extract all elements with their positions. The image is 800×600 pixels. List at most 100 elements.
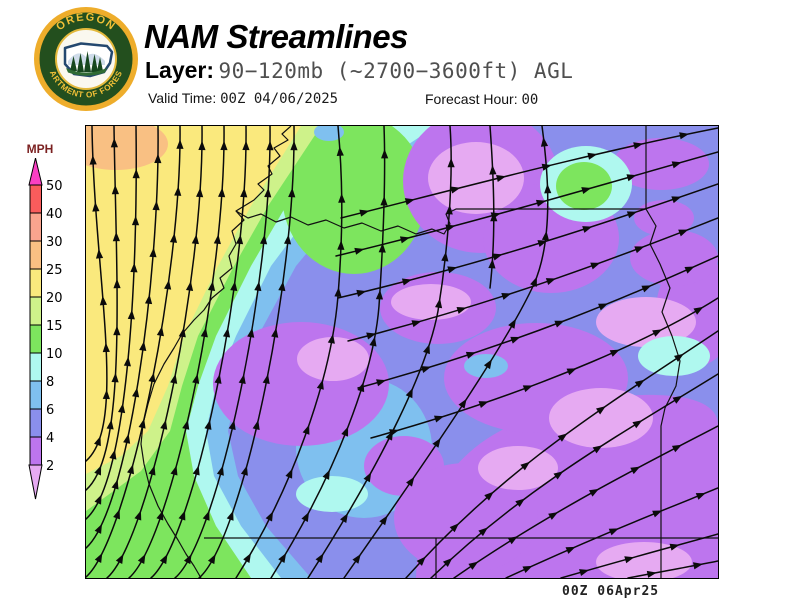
flow-arrowhead (337, 240, 345, 250)
flow-arrowhead (478, 401, 489, 408)
flow-arrowhead (595, 406, 606, 415)
flow-arrowhead (106, 419, 114, 430)
flow-arrowhead (115, 553, 124, 564)
forecast-hour-line: Forecast Hour: 00 (425, 91, 538, 108)
flow-arrowhead (178, 510, 186, 521)
flow-arrowhead (336, 146, 344, 157)
flow-arrowhead (247, 327, 255, 338)
flow-arrowhead (283, 234, 292, 245)
flow-arrowhead (672, 395, 683, 404)
flow-arrowhead (134, 510, 142, 521)
flow-arrowhead (456, 306, 467, 314)
flow-arrowhead (148, 465, 156, 476)
coastline (140, 126, 292, 578)
flow-arrowhead (379, 515, 388, 526)
flow-arrowhead (137, 553, 146, 564)
flow-arrowhead (138, 418, 146, 429)
flow-arrowhead (458, 398, 467, 409)
flow-arrowhead (222, 327, 231, 338)
flow-arrowhead (198, 140, 206, 151)
flow-arrowhead (468, 561, 479, 570)
flow-arrowhead (671, 444, 682, 453)
flow-arrowhead (204, 419, 212, 430)
flow-arrowhead (200, 327, 208, 338)
flow-arrowhead (262, 374, 270, 385)
flow-arrowhead (113, 325, 121, 336)
flow-arrowhead (630, 466, 641, 475)
flow-arrowhead (113, 509, 120, 520)
flow-arrowhead (207, 281, 216, 291)
flow-arrowhead (159, 554, 168, 565)
flow-arrowhead (278, 553, 287, 563)
flow-arrowhead (359, 209, 370, 217)
flow-arrowhead (160, 419, 168, 430)
flow-arrowhead (646, 570, 657, 578)
flow-arrowhead (264, 187, 272, 198)
flow-arrowhead (235, 234, 244, 245)
flow-arrowhead (582, 226, 593, 233)
layer-line: Layer: 90−120mb (~2700−3600ft) AGL (145, 57, 573, 84)
flow-arrowhead (421, 366, 432, 373)
flow-arrowhead (94, 552, 103, 563)
flow-arrowhead (170, 465, 178, 476)
flow-arrowhead (164, 279, 172, 290)
flow-arrowhead (522, 385, 533, 393)
flow-arrowhead (149, 247, 157, 258)
flow-arrowhead (674, 353, 684, 362)
flow-arrowhead (271, 327, 279, 338)
flow-arrowhead (381, 149, 389, 159)
snake-river-border (645, 208, 681, 578)
flow-arrowhead (515, 498, 525, 507)
flow-arrowhead (169, 233, 178, 243)
flow-arrowhead (95, 248, 104, 259)
flow-arrowhead (375, 289, 384, 300)
flow-arrowhead (488, 258, 496, 269)
flow-arrowhead (478, 527, 488, 537)
map-timestamp-caption: 00Z 06Apr25 (562, 584, 660, 599)
flow-arrowhead (465, 351, 476, 359)
flow-arrowhead (363, 472, 372, 483)
flow-arrowhead (598, 303, 609, 311)
flow-arrowhead (565, 546, 576, 554)
flow-arrowhead (285, 468, 293, 479)
logo-trees (70, 51, 103, 72)
flow-arrowhead (213, 234, 221, 245)
flow-arrowhead (389, 429, 400, 437)
valid-time-line: Valid Time: 00Z 04/06/2025 (148, 90, 338, 107)
legend-tick-label: 10 (46, 347, 63, 362)
legend-tick-label: 6 (46, 403, 54, 418)
flow-arrowhead (102, 389, 110, 400)
streamline-map (85, 125, 719, 579)
flow-arrowhead (99, 295, 108, 306)
flow-arrowhead (266, 140, 274, 151)
flow-arrowhead (132, 168, 140, 179)
flow-arrowhead (111, 372, 119, 383)
flow-arrowhead (123, 356, 131, 367)
legend-tick-label: 20 (46, 291, 63, 306)
flow-arrowhead (327, 333, 335, 344)
flow-arrowhead (399, 236, 410, 244)
legend-tick-label: 2 (46, 459, 54, 474)
flow-arrowhead (278, 281, 286, 292)
flow-arrowhead (218, 187, 226, 198)
flow-arrowhead (110, 137, 118, 148)
flow-arrowhead (624, 556, 635, 564)
legend-below-min-arrow (28, 464, 43, 500)
flow-arrowhead (192, 465, 200, 476)
flow-arrowhead (530, 276, 537, 287)
legend-segment (29, 184, 42, 214)
flow-arrowhead (127, 309, 135, 320)
flow-arrowhead (369, 336, 377, 347)
flow-arrowhead (587, 152, 598, 160)
flow-arrowhead (322, 469, 330, 480)
flow-arrowhead (230, 281, 238, 292)
flow-arrowhead (553, 471, 564, 480)
flow-arrowhead (111, 479, 119, 490)
flow-arrowhead (170, 373, 178, 384)
flow-arrowhead (202, 510, 210, 521)
flow-arrowhead (679, 132, 690, 140)
flow-arrowhead (632, 420, 643, 429)
flow-arrowhead (566, 368, 577, 376)
flow-arrowhead (492, 253, 503, 261)
flow-arrowhead (94, 436, 101, 447)
